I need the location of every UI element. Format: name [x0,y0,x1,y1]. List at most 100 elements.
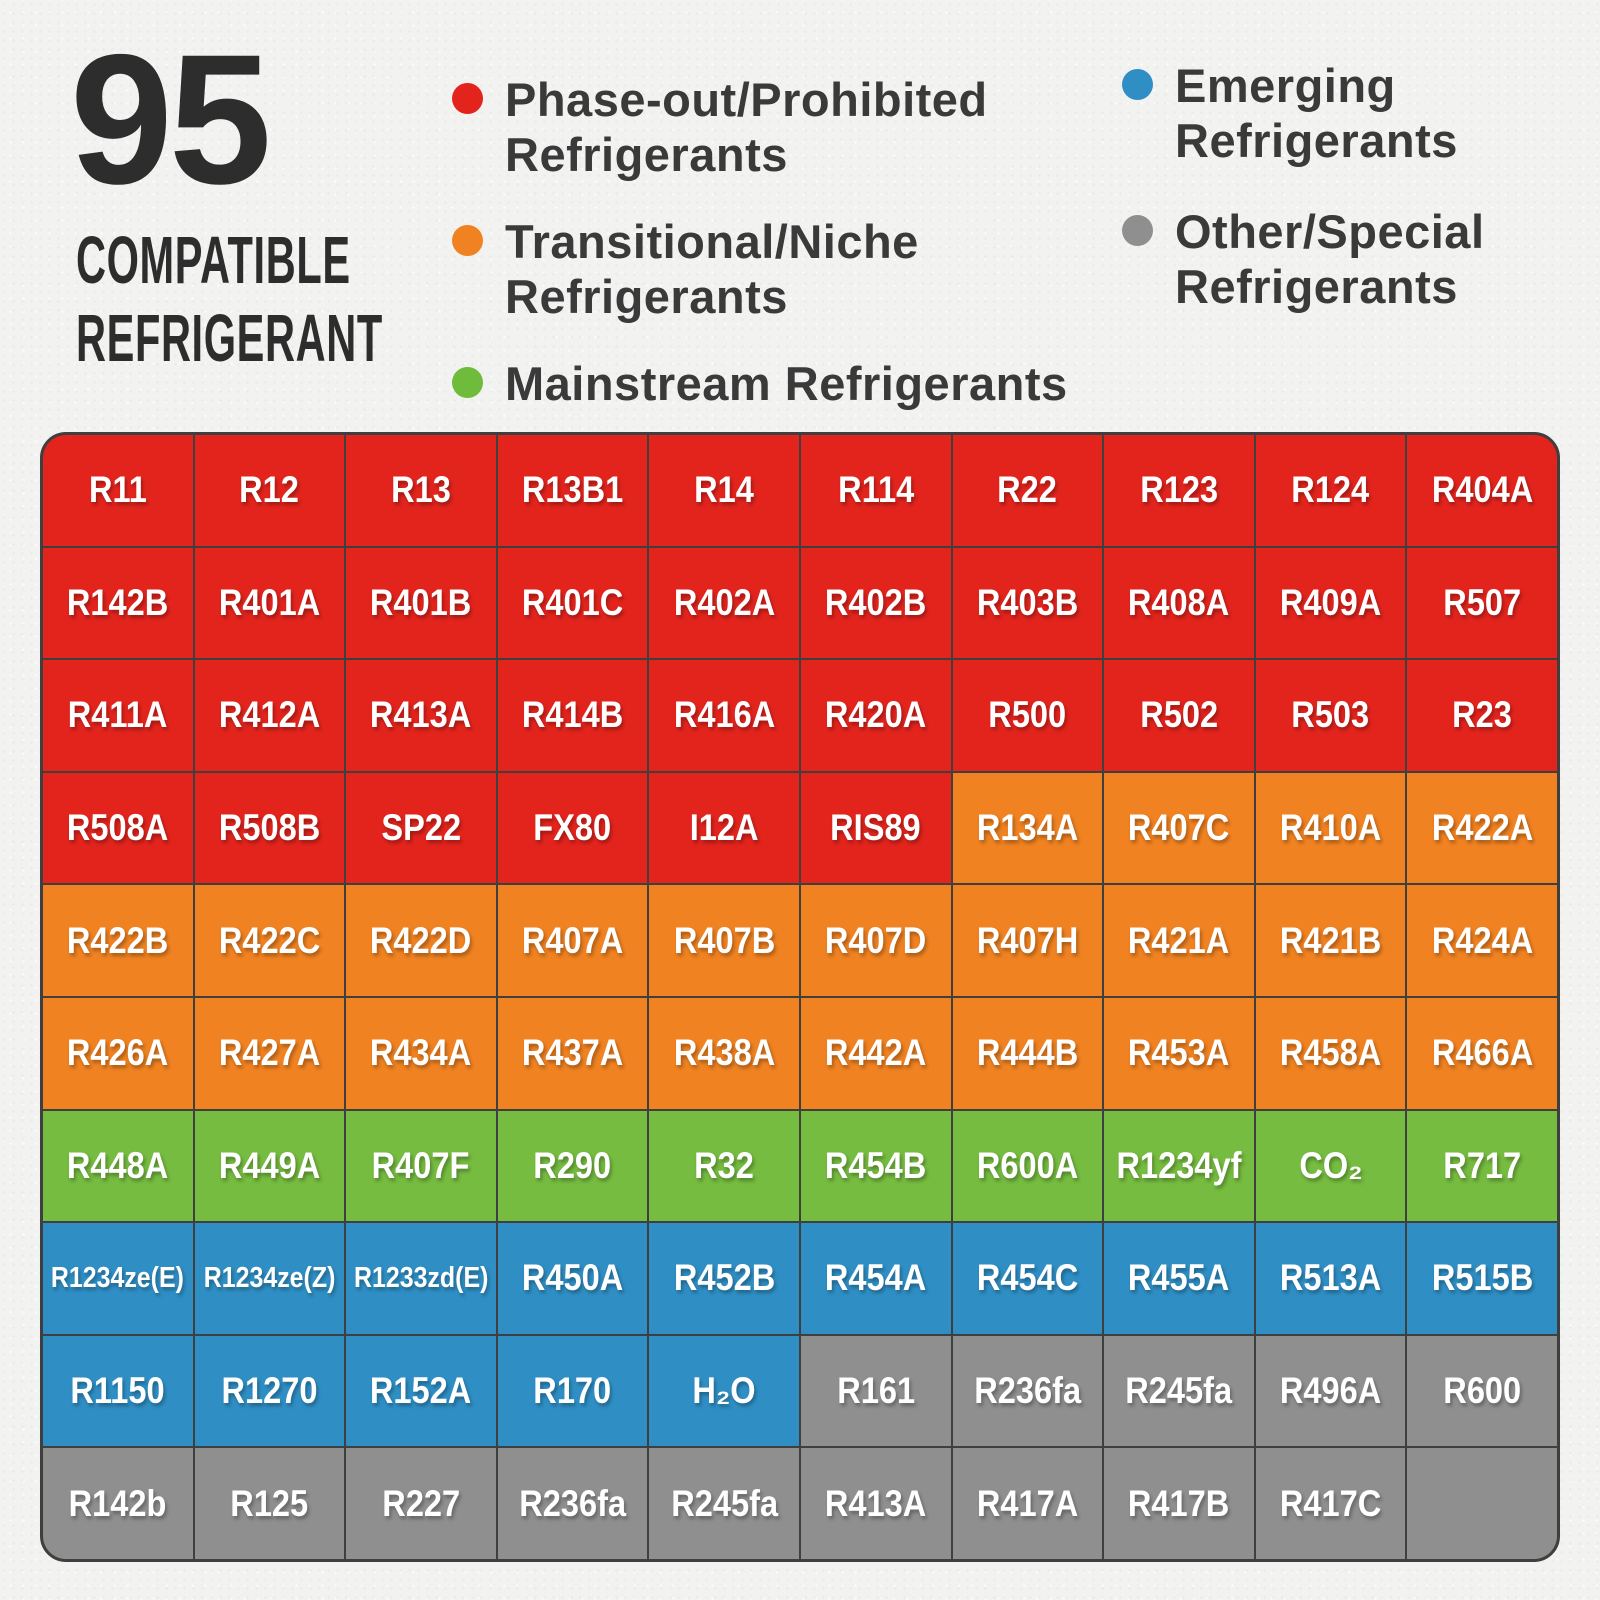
cell-r402b: R402B [801,547,951,659]
cell-label: R454A [825,1257,927,1299]
cell-co: CO₂ [1255,1110,1406,1222]
phase-out-dot-icon [452,83,483,114]
cell-label: R600 [1443,1370,1522,1412]
cell-label: R437A [521,1032,624,1074]
cell-label: R410A [1279,807,1382,849]
cell-label: R427A [218,1032,321,1074]
cell-r407d: R407D [801,885,951,996]
cell-r401a: R401A [194,547,345,659]
cell-label: R417B [1128,1482,1230,1524]
cell-r454b: R454B [801,1110,951,1222]
cell-r142b: R142b [43,1448,193,1559]
cell-r508b: R508B [194,772,345,884]
cell-r14: R14 [649,435,799,546]
cell-r503: R503 [1255,660,1406,771]
cell-label: R452B [673,1257,775,1299]
cell-r434a: R434A [346,997,496,1109]
cell-label: R13 [391,469,451,511]
cell-label: R413A [370,694,472,736]
cell-r407b: R407B [649,885,799,996]
cell-r410a: R410A [1255,772,1406,884]
cell-label: R717 [1443,1144,1522,1186]
mainstream-dot-icon [452,367,483,398]
cell-label: R411A [68,694,168,736]
cell-sp22: SP22 [346,772,496,884]
cell-label: R507 [1443,581,1522,623]
cell-label: SP22 [381,807,461,849]
cell-r508a: R508A [43,772,193,884]
cell-r448a: R448A [43,1110,193,1222]
cell-label: R407A [521,919,624,961]
cell-label: R413A [825,1482,927,1524]
cell-label: R424A [1431,919,1533,961]
cell-r227: R227 [346,1448,496,1559]
cell-r125: R125 [194,1448,345,1559]
cell-r417a: R417A [952,1448,1103,1559]
cell-r427a: R427A [194,997,345,1109]
cell-r236fa: R236fa [497,1448,648,1559]
cell-r142b: R142B [43,547,193,659]
legend-item-mainstream: Mainstream Refrigerants [452,356,1092,411]
cell-r245fa: R245fa [649,1448,799,1559]
cell-r23: R23 [1407,660,1557,771]
cell-r421b: R421B [1255,885,1406,996]
cell-label: R500 [988,694,1067,736]
cell-label: R401C [521,581,624,623]
cell-r600a: R600A [952,1110,1103,1222]
cell-r717: R717 [1407,1110,1557,1222]
cell-r420a: R420A [801,660,951,771]
cell-label: R417C [1279,1482,1382,1524]
cell-label: R12 [239,469,300,511]
cell-r422a: R422A [1407,772,1557,884]
cell-ris89: RIS89 [801,772,951,884]
cell-label: R1150 [70,1370,165,1412]
cell-fx80: FX80 [497,772,648,884]
cell-label: R503 [1291,694,1370,736]
cell-label: R408A [1128,581,1230,623]
cell-label: R416A [673,694,775,736]
cell-r22: R22 [952,435,1103,546]
cell-label: FX80 [533,807,612,849]
cell-label: R409A [1279,581,1382,623]
cell-label: R412A [218,694,321,736]
cell-empty [1407,1448,1557,1559]
cell-label: R502 [1140,694,1218,736]
title-line-compatible: COMPATIBLE [76,223,351,298]
cell-r161: R161 [801,1335,951,1447]
legend-item-emerging: Emerging Refrigerants [1122,58,1552,168]
refrigerant-grid: R11 R12 R13 R13B1 R14 R114 R22 R123 R124 R404A R14… [40,432,1560,1562]
cell-label: R414B [521,694,624,736]
cell-r170: R170 [497,1335,648,1447]
cell-r407f: R407F [346,1110,496,1222]
cell-label: R444B [976,1032,1079,1074]
cell-r454a: R454A [801,1223,951,1334]
cell-r123: R123 [1104,435,1254,546]
cell-label: R455A [1128,1257,1230,1299]
cell-label: R1234ze(E) [51,1261,185,1294]
cell-r413a: R413A [801,1448,951,1559]
cell-r245fa: R245fa [1104,1335,1254,1447]
cell-label: R14 [694,469,755,511]
cell-label: R438A [673,1032,775,1074]
cell-r401c: R401C [497,547,648,659]
cell-label: R1270 [221,1370,318,1412]
cell-r408a: R408A [1104,547,1254,659]
cell-r236fa: R236fa [952,1335,1103,1447]
cell-r422d: R422D [346,885,496,996]
cell-label: CO₂ [1298,1144,1363,1186]
cell-label: R421A [1128,919,1230,961]
cell-r424a: R424A [1407,885,1557,996]
page-title: COMPATIBLE REFRIGERANT [76,222,571,378]
cell-label: R422B [67,919,169,961]
cell-r422b: R422B [43,885,193,996]
cell-r417c: R417C [1255,1448,1406,1559]
cell-r403b: R403B [952,547,1103,659]
cell-r407c: R407C [1104,772,1254,884]
cell-label: R245fa [1125,1370,1233,1412]
cell-r114: R114 [801,435,951,546]
cell-label: RIS89 [830,807,922,849]
cell-label: R23 [1452,694,1513,736]
cell-label: R466A [1431,1032,1533,1074]
cell-r437a: R437A [497,997,648,1109]
cell-label: R453A [1128,1032,1230,1074]
